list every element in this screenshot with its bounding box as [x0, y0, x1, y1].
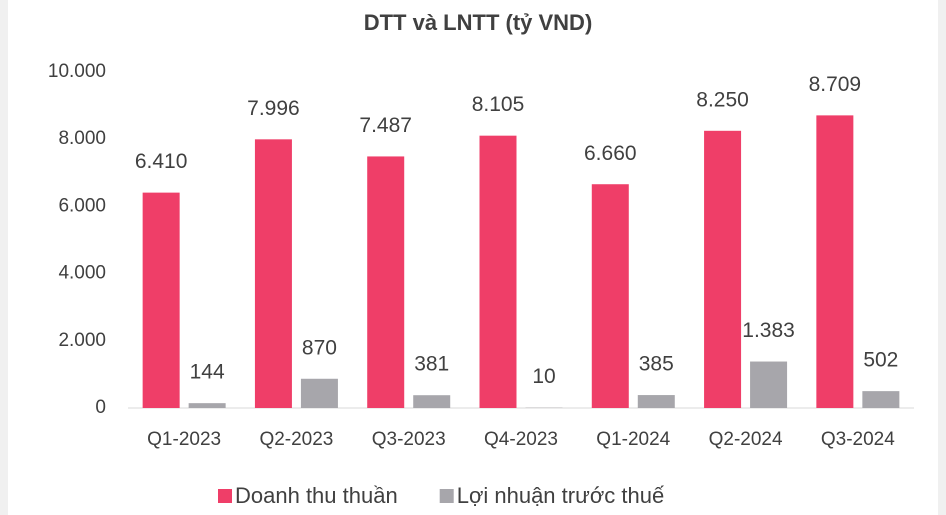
- bar: [479, 135, 517, 408]
- y-tick-label: 0: [95, 397, 106, 418]
- data-label: 1.383: [742, 319, 795, 342]
- legend-swatch: [218, 489, 232, 503]
- x-tick-label: Q2-2023: [259, 429, 333, 450]
- legend-label: Doanh thu thuần: [235, 483, 398, 508]
- bar: [188, 403, 226, 408]
- bar: [862, 391, 900, 408]
- data-label: 6.660: [584, 142, 637, 165]
- bar: [300, 378, 338, 408]
- x-tick-label: Q1-2024: [596, 429, 670, 450]
- data-label: 8.105: [472, 93, 525, 116]
- x-tick-label: Q4-2023: [484, 429, 558, 450]
- bar: [591, 184, 629, 408]
- y-tick-label: 4.000: [58, 263, 106, 284]
- y-tick-label: 8.000: [58, 128, 106, 149]
- bar: [816, 115, 854, 409]
- x-tick-label: Q3-2023: [372, 429, 446, 450]
- data-label: 7.996: [247, 97, 300, 120]
- y-tick-label: 10.000: [48, 61, 106, 82]
- chart-title: DTT và LNTT (tỷ VND): [364, 10, 593, 35]
- legend-swatch: [439, 489, 454, 503]
- bar: [142, 192, 180, 408]
- x-tick-label: Q3-2024: [821, 429, 895, 450]
- data-label: 8.709: [809, 73, 862, 96]
- bar: [750, 361, 788, 408]
- data-label: 502: [863, 349, 898, 372]
- bar: [413, 395, 451, 408]
- data-label: 385: [639, 353, 674, 376]
- bar: [254, 139, 292, 408]
- data-label: 870: [302, 336, 337, 359]
- data-label: 381: [414, 353, 449, 376]
- data-label: 8.250: [696, 88, 749, 111]
- bar: [704, 130, 742, 409]
- data-label: 10: [532, 365, 555, 388]
- data-label: 6.410: [135, 150, 188, 173]
- x-tick-label: Q1-2023: [147, 429, 221, 450]
- bar: [637, 395, 675, 408]
- data-label: 144: [190, 361, 225, 384]
- x-tick-label: Q2-2024: [709, 429, 783, 450]
- y-tick-label: 2.000: [58, 330, 106, 351]
- y-tick-label: 6.000: [58, 195, 106, 216]
- bar: [367, 156, 405, 408]
- data-label: 7.487: [359, 114, 412, 137]
- legend-label: Lợi nhuận trước thuế: [457, 483, 664, 508]
